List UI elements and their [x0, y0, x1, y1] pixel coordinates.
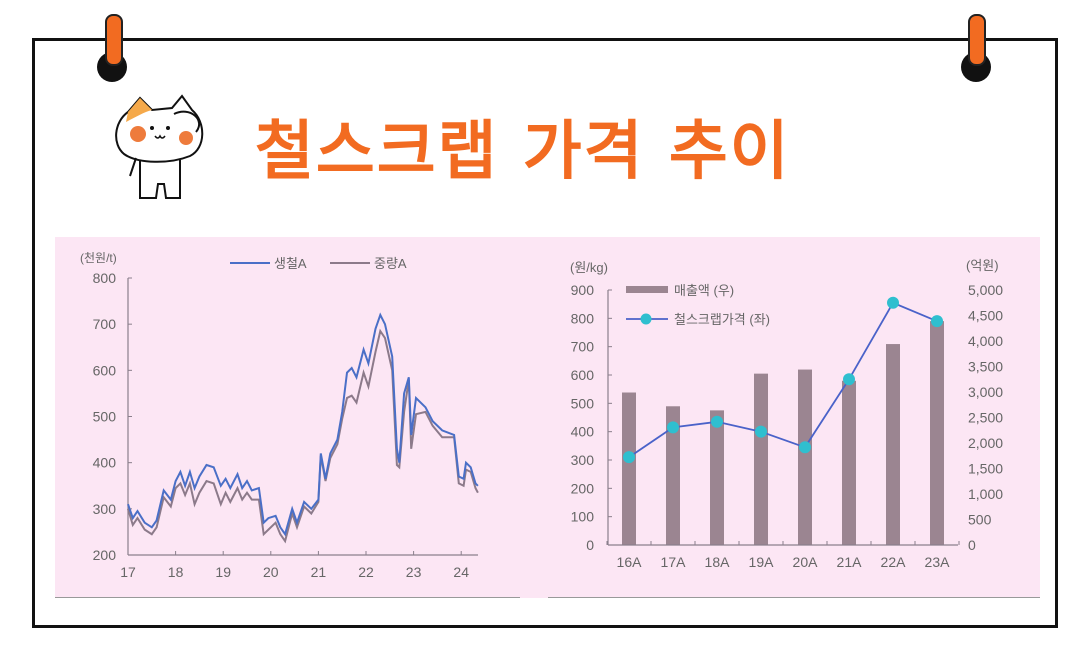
bar-20A	[798, 369, 812, 545]
left-y-tick-label: 0	[586, 537, 594, 553]
legend-label: 생철A	[274, 256, 307, 271]
left-y-tick-label: 700	[571, 339, 595, 355]
x-tick-label: 24	[453, 564, 469, 580]
left-y-tick-label: 300	[571, 452, 595, 468]
price-marker-23A	[931, 315, 943, 328]
y-tick-label: 300	[93, 501, 117, 517]
bar-22A	[886, 344, 900, 545]
right-y-tick-label: 500	[968, 512, 992, 528]
legend-label: 중량A	[374, 256, 407, 271]
x-tick-label: 23A	[925, 554, 951, 570]
x-tick-label: 23	[406, 564, 422, 580]
chart-panel	[55, 237, 1040, 598]
x-tick-label: 18A	[705, 554, 731, 570]
left-y-tick-label: 200	[571, 480, 595, 496]
x-tick-label: 18	[168, 564, 184, 580]
right-y-axis-label: (억원)	[966, 258, 999, 273]
left-y-tick-label: 900	[571, 282, 595, 298]
x-tick-label: 16A	[617, 554, 643, 570]
left-y-tick-label: 400	[571, 424, 595, 440]
x-tick-label: 19	[215, 564, 231, 580]
left-y-tick-label: 600	[571, 367, 595, 383]
price-line	[628, 301, 938, 458]
x-tick-label: 20	[263, 564, 279, 580]
x-tick-label: 21	[311, 564, 327, 580]
right-y-tick-label: 3,000	[968, 384, 1003, 400]
y-tick-label: 800	[93, 270, 117, 286]
right-y-tick-label: 3,500	[968, 359, 1003, 375]
right-y-tick-label: 2,000	[968, 435, 1003, 451]
legend-label: 매출액 (우)	[674, 283, 734, 298]
x-tick-label: 20A	[793, 554, 819, 570]
right-y-tick-label: 4,500	[968, 308, 1003, 324]
y-tick-label: 600	[93, 362, 117, 378]
bar-19A	[754, 373, 768, 545]
price-marker-18A	[711, 415, 723, 428]
x-tick-label: 21A	[837, 554, 863, 570]
bar-17A	[666, 406, 680, 545]
x-tick-label: 17	[120, 564, 136, 580]
divider	[548, 597, 1040, 598]
legend-marker	[640, 313, 652, 325]
slide-frame	[32, 38, 1058, 628]
left-y-axis-label: (원/kg)	[570, 260, 608, 275]
push-pin-icon	[968, 14, 986, 66]
price-marker-20A	[799, 441, 811, 454]
y-tick-label: 500	[93, 409, 117, 425]
right-y-tick-label: 2,500	[968, 410, 1003, 426]
legend-swatch-bar	[626, 286, 668, 293]
left-y-tick-label: 100	[571, 509, 595, 525]
x-tick-label: 17A	[661, 554, 687, 570]
series-line-pig-iron	[127, 312, 479, 537]
price-marker-16A	[623, 451, 635, 464]
legend-label: 철스크랩가격 (좌)	[674, 312, 770, 327]
left-y-tick-label: 500	[571, 395, 595, 411]
price-marker-17A	[667, 421, 679, 434]
bar-21A	[842, 380, 856, 545]
x-tick-label: 19A	[749, 554, 775, 570]
right-y-tick-label: 5,000	[968, 282, 1003, 298]
right-y-tick-label: 0	[968, 537, 976, 553]
right-y-tick-label: 1,000	[968, 486, 1003, 502]
y-tick-label: 700	[93, 316, 117, 332]
price-marker-19A	[755, 425, 767, 438]
divider	[55, 597, 520, 598]
x-tick-label: 22	[358, 564, 374, 580]
x-tick-label: 22A	[881, 554, 907, 570]
y-axis-label: (천원/t)	[80, 250, 117, 265]
right-y-tick-label: 4,000	[968, 333, 1003, 349]
push-pin-icon	[105, 14, 123, 66]
price-marker-22A	[887, 296, 899, 309]
price-marker-21A	[843, 373, 855, 386]
bar-23A	[930, 321, 944, 545]
y-tick-label: 400	[93, 455, 117, 471]
page-title: 철스크랩 가격 추이	[255, 115, 791, 189]
bar-18A	[710, 410, 724, 545]
bar-16A	[622, 392, 636, 545]
series-line-heavy	[127, 328, 479, 544]
right-y-tick-label: 1,500	[968, 461, 1003, 477]
left-y-tick-label: 800	[571, 310, 595, 326]
y-tick-label: 200	[93, 547, 117, 563]
cat-saluting-icon	[115, 94, 204, 199]
